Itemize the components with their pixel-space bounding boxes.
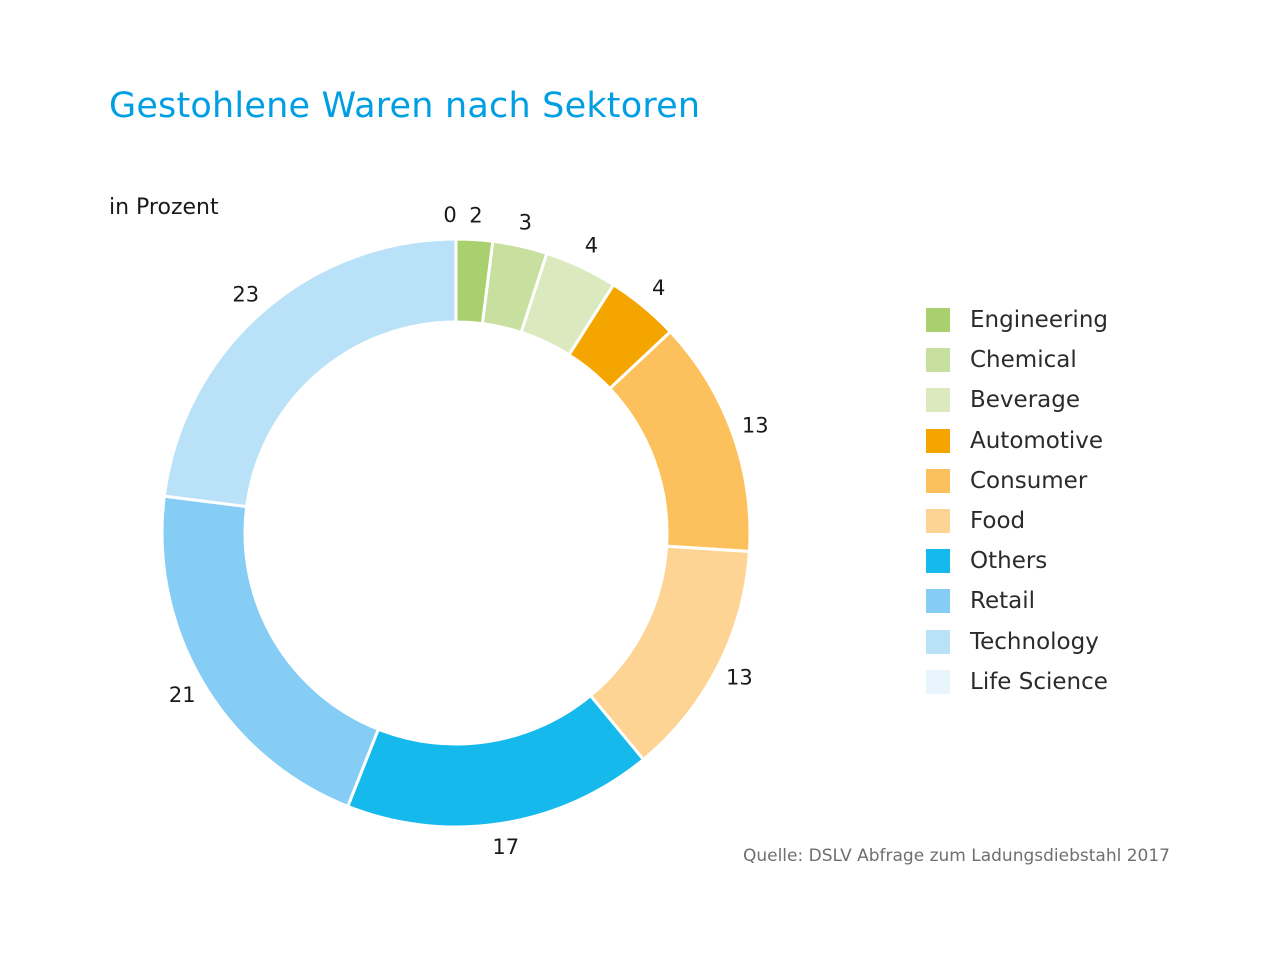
legend-label-food: Food bbox=[970, 508, 1026, 535]
legend-item-food: Food bbox=[926, 501, 1108, 541]
legend-label-technology: Technology bbox=[970, 628, 1099, 655]
value-label-retail: 21 bbox=[169, 683, 196, 707]
legend-swatch-life-science bbox=[926, 669, 950, 694]
legend-label-life-science: Life Science bbox=[970, 668, 1108, 695]
legend-item-retail: Retail bbox=[926, 581, 1108, 621]
unit-label: in Prozent bbox=[109, 195, 219, 220]
legend-item-chemical: Chemical bbox=[926, 340, 1108, 380]
legend-swatch-retail bbox=[926, 589, 950, 614]
value-label-food: 13 bbox=[726, 665, 753, 689]
value-label-technology: 23 bbox=[232, 282, 259, 306]
legend-item-technology: Technology bbox=[926, 622, 1108, 662]
value-label-others: 17 bbox=[492, 835, 519, 859]
value-label-life-science: 0 bbox=[443, 203, 456, 227]
legend-item-beverage: Beverage bbox=[926, 380, 1108, 420]
value-label-automotive: 4 bbox=[652, 276, 665, 300]
legend-item-life-science: Life Science bbox=[926, 662, 1108, 702]
donut-slice-others bbox=[345, 693, 646, 829]
legend-label-others: Others bbox=[970, 548, 1048, 575]
donut-slice-technology bbox=[162, 237, 458, 509]
legend-swatch-others bbox=[926, 549, 950, 574]
legend-label-chemical: Chemical bbox=[970, 347, 1077, 374]
legend-label-beverage: Beverage bbox=[970, 387, 1080, 414]
legend-item-others: Others bbox=[926, 541, 1108, 581]
legend-swatch-chemical bbox=[926, 348, 950, 373]
legend-swatch-food bbox=[926, 509, 950, 534]
legend-swatch-engineering bbox=[926, 308, 950, 333]
chart-legend: Engineering Chemical Beverage Automotive Con… bbox=[926, 300, 1108, 702]
legend-item-consumer: Consumer bbox=[926, 461, 1108, 501]
legend-label-retail: Retail bbox=[970, 588, 1035, 615]
value-label-engineering: 2 bbox=[469, 204, 482, 228]
value-label-chemical: 3 bbox=[519, 211, 532, 235]
legend-swatch-beverage bbox=[926, 388, 950, 413]
legend-label-automotive: Automotive bbox=[970, 427, 1104, 454]
value-label-consumer: 13 bbox=[742, 413, 769, 437]
legend-item-automotive: Automotive bbox=[926, 421, 1108, 461]
legend-label-engineering: Engineering bbox=[970, 307, 1108, 334]
chart-title: Gestohlene Waren nach Sektoren bbox=[109, 86, 701, 126]
legend-swatch-technology bbox=[926, 629, 950, 654]
legend-item-engineering: Engineering bbox=[926, 300, 1108, 340]
legend-label-consumer: Consumer bbox=[970, 467, 1088, 494]
legend-swatch-consumer bbox=[926, 468, 950, 493]
value-label-beverage: 4 bbox=[585, 233, 598, 257]
source-note: Quelle: DSLV Abfrage zum Ladungsdiebstah… bbox=[742, 846, 1170, 866]
donut-slice-retail bbox=[160, 494, 381, 809]
legend-swatch-automotive bbox=[926, 428, 950, 453]
